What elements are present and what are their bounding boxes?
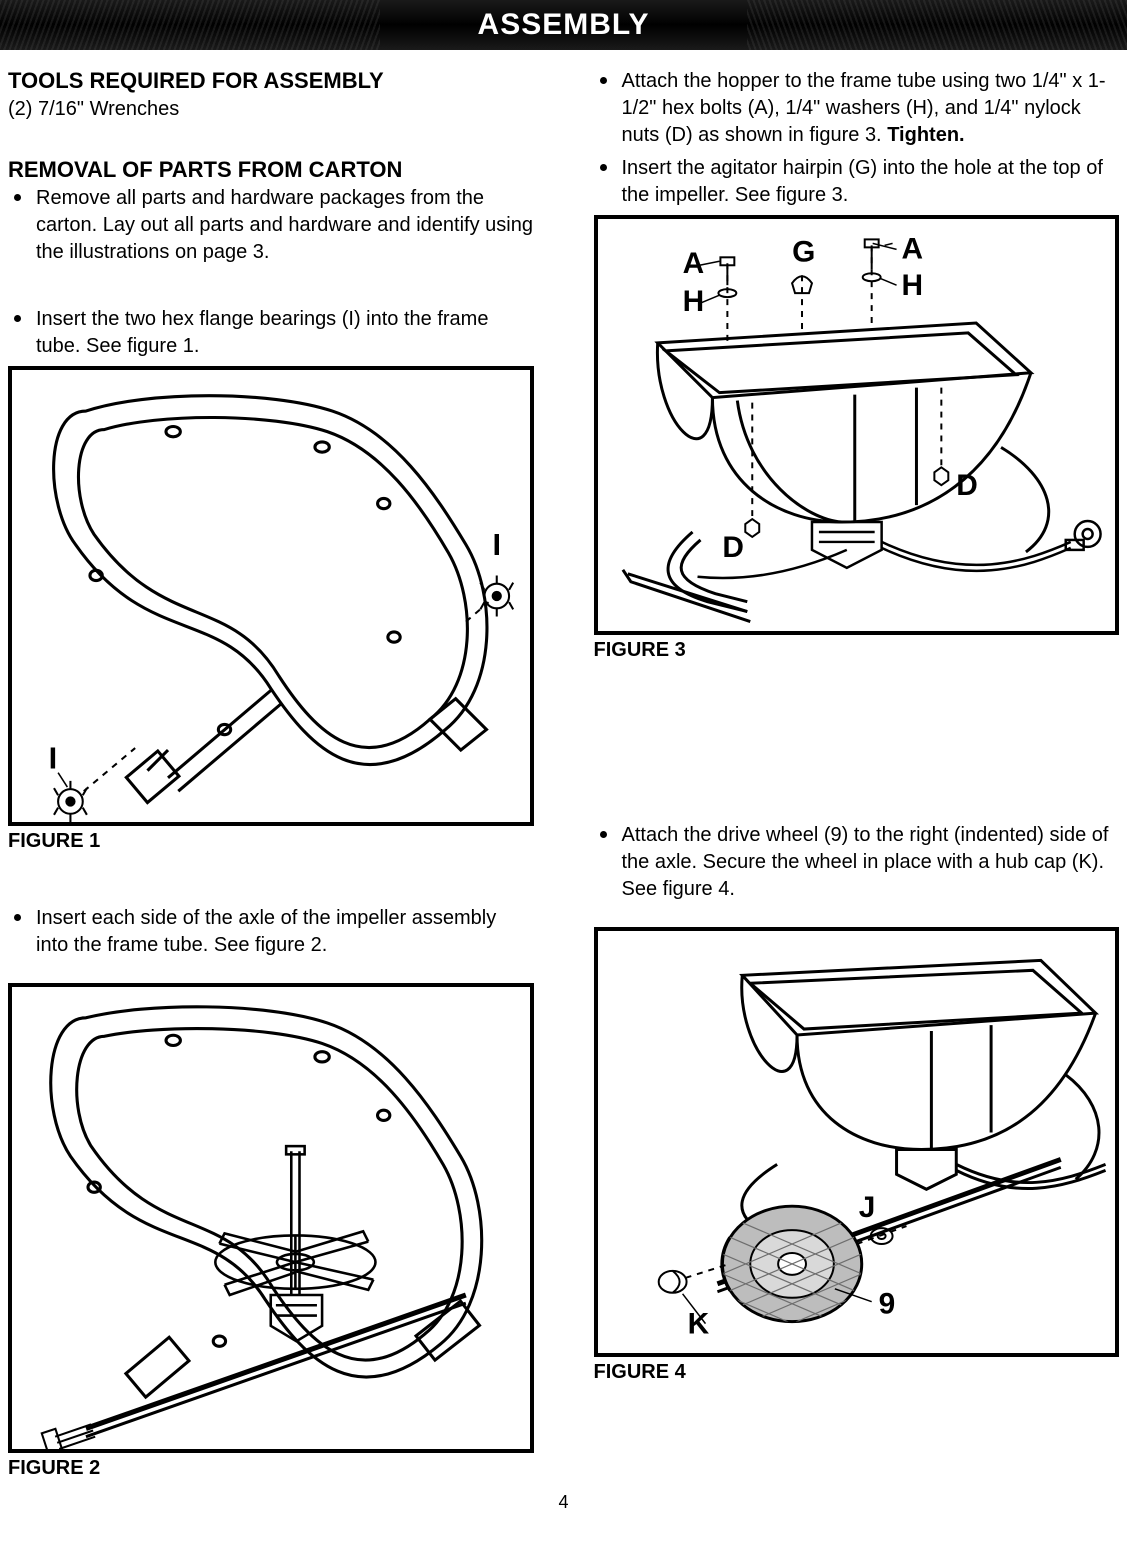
figure-1-box: I I (8, 366, 534, 826)
step-4-text: Attach the hopper to the frame tube usin… (622, 70, 1106, 146)
figure-4-svg: J 9 K (598, 931, 1116, 1353)
figure-3-svg: A A H H G D D (598, 219, 1116, 631)
fig3-label-G: G (792, 235, 815, 268)
figure-3-box: A A H H G D D (594, 215, 1120, 635)
fig4-label-9: 9 (878, 1288, 895, 1321)
step6-list: Attach the drive wheel (9) to the right … (594, 822, 1120, 903)
step3-list: Insert each side of the axle of the impe… (8, 905, 534, 959)
page-title: ASSEMBLY (478, 8, 650, 42)
fig3-label-D2: D (956, 469, 978, 502)
fig3-label-A1: A (682, 247, 704, 280)
fig3-label-H1: H (682, 285, 704, 318)
fig4-label-K: K (687, 1308, 709, 1341)
figure-3-caption: FIGURE 3 (594, 639, 1120, 662)
removal-list: Remove all parts and hardware packages f… (8, 185, 534, 266)
step2-list: Insert the two hex flange bearings (I) i… (8, 306, 534, 360)
page-body: TOOLS REQUIRED FOR ASSEMBLY (2) 7/16" Wr… (0, 50, 1127, 1488)
tools-text: (2) 7/16" Wrenches (8, 96, 534, 123)
figure-2-caption: FIGURE 2 (8, 1457, 534, 1480)
header-band: ASSEMBLY (0, 0, 1127, 50)
left-column: TOOLS REQUIRED FOR ASSEMBLY (2) 7/16" Wr… (8, 68, 534, 1480)
figure-2-svg (12, 987, 530, 1449)
figure-4-caption: FIGURE 4 (594, 1361, 1120, 1384)
fig4-label-J: J (858, 1191, 875, 1224)
step-4-bold: Tighten. (887, 124, 964, 146)
fig1-label-I-top: I (492, 527, 501, 562)
fig3-label-H2: H (901, 269, 923, 302)
step-3: Insert each side of the axle of the impe… (8, 905, 534, 959)
removal-heading: REMOVAL OF PARTS FROM CARTON (8, 157, 534, 183)
page-number: 4 (0, 1488, 1127, 1521)
figure-1-svg: I I (12, 370, 530, 822)
step-4: Attach the hopper to the frame tube usin… (594, 68, 1120, 149)
figure-2-box (8, 983, 534, 1453)
step-5: Insert the agitator hairpin (G) into the… (594, 155, 1120, 209)
right-column: Attach the hopper to the frame tube usin… (594, 68, 1120, 1480)
fig1-label-I-bottom: I (49, 741, 58, 776)
figure-4-box: J 9 K (594, 927, 1120, 1357)
step-6: Attach the drive wheel (9) to the right … (594, 822, 1120, 903)
fig3-label-A2: A (901, 232, 923, 265)
tools-heading: TOOLS REQUIRED FOR ASSEMBLY (8, 68, 534, 94)
figure-1-caption: FIGURE 1 (8, 830, 534, 853)
step-1: Remove all parts and hardware packages f… (8, 185, 534, 266)
step-2: Insert the two hex flange bearings (I) i… (8, 306, 534, 360)
fig3-label-D1: D (722, 531, 744, 564)
step45-list: Attach the hopper to the frame tube usin… (594, 68, 1120, 209)
